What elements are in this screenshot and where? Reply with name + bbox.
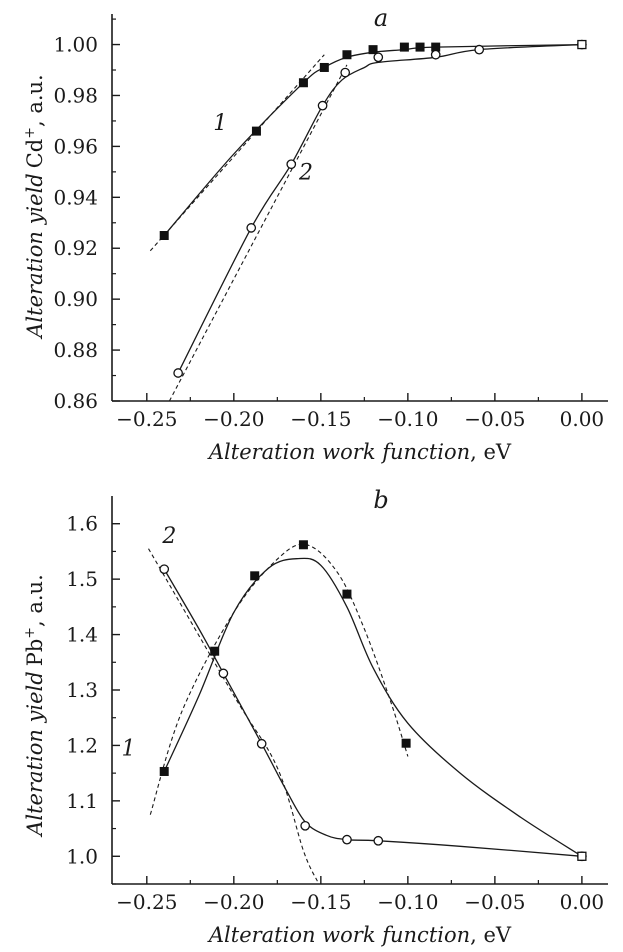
y-tick-label-b: 1.3 xyxy=(66,678,98,702)
panel-label-a: a xyxy=(374,4,388,32)
curve-series-2-b xyxy=(163,568,582,857)
x-tick-label-a: −0.20 xyxy=(203,407,264,431)
y-tick-label-a: 0.92 xyxy=(53,236,98,260)
y-axis-label-a-text: Alteration yield xyxy=(23,173,47,339)
data-point-series-1-a xyxy=(342,50,352,60)
x-tick-label-b: −0.20 xyxy=(203,890,264,914)
data-point-series-1-a xyxy=(399,42,409,52)
y-axis-label-b: Alteration yield Pb+, a.u. xyxy=(22,574,47,838)
y-axis-unit-b: , a.u. xyxy=(23,574,47,627)
y-tick-label-a: 0.86 xyxy=(53,389,98,413)
data-point-series-2-b xyxy=(159,564,170,575)
data-point-series-2-a xyxy=(430,49,441,60)
y-axis-label-b-text: Alteration yield xyxy=(23,671,47,837)
y-tick-label-b: 1.1 xyxy=(66,789,98,813)
y-tick-label-a: 0.98 xyxy=(53,83,98,107)
x-axis-label-a-text: Alteration work function xyxy=(207,440,470,464)
y-axis-unit-a: , a.u. xyxy=(23,74,47,127)
y-tick-label-a: 0.94 xyxy=(53,185,98,209)
data-point-series-2-a xyxy=(474,44,485,55)
chart-panel-a: a −0.25 −0.20 −0.15 −0.10 −0.05 0.00 0.86 0.88 0… xyxy=(22,4,608,464)
plot-content-b xyxy=(148,540,587,882)
fit-line-series-2-b xyxy=(148,548,318,882)
y-tick-label-b: 1.0 xyxy=(66,844,98,868)
data-point-series-1-a xyxy=(319,62,329,72)
series-label-2-a: 2 xyxy=(298,160,313,185)
x-axis-label-b: Alteration work function, eV xyxy=(207,923,512,947)
data-point-series-2-b xyxy=(342,834,352,845)
data-point-series-1-a xyxy=(159,231,169,241)
data-point-series-2-a xyxy=(173,368,183,378)
data-point-series-2-a xyxy=(286,159,297,170)
data-point-series-2-a xyxy=(373,52,384,63)
y-tick-label-a: 1.00 xyxy=(53,33,98,57)
fit-line-series-2-a xyxy=(168,64,348,401)
x-axis-label-b-text: Alteration work function xyxy=(207,923,470,947)
y-axis-ion-b: Pb xyxy=(23,639,47,667)
data-point-series-1-b xyxy=(210,646,220,656)
curve-series-1-a xyxy=(163,43,582,236)
data-point-series-2-b xyxy=(218,668,229,679)
series-label-2-b: 2 xyxy=(161,524,176,549)
y-tick-label-b: 1.2 xyxy=(66,733,98,757)
series-label-1-b: 1 xyxy=(122,736,136,761)
y-tick-label-a: 0.90 xyxy=(53,287,98,311)
x-tick-label-a: 0.00 xyxy=(560,407,605,431)
x-axis-unit-b: , eV xyxy=(470,923,512,947)
fit-line-series-1-b xyxy=(149,543,409,815)
panel-label-b: b xyxy=(373,486,388,514)
y-tick-label-b: 1.5 xyxy=(66,567,98,591)
x-tick-label-b: 0.00 xyxy=(560,890,605,914)
x-tick-label-b: −0.10 xyxy=(377,890,438,914)
data-point-series-1-a xyxy=(368,45,378,55)
y-axis-ion-a: Cd xyxy=(23,139,47,169)
data-point-series-1-b xyxy=(401,738,411,748)
y-axis-label-a: Alteration yield Cd+, a.u. xyxy=(22,74,47,339)
x-tick-label-b: −0.25 xyxy=(116,890,177,914)
data-point-series-1-b xyxy=(577,851,587,861)
data-point-series-2-b xyxy=(300,820,311,831)
series-label-1-a: 1 xyxy=(213,111,227,136)
data-point-series-1-a xyxy=(431,42,441,52)
data-point-series-1-a xyxy=(415,42,425,52)
x-tick-label-a: −0.25 xyxy=(116,407,177,431)
data-point-series-1-b xyxy=(342,589,352,599)
chart-panel-b: b −0.25 −0.20 −0.15 −0.10 −0.05 0.00 1.0 1.1 1.2… xyxy=(22,486,608,947)
y-tick-label-a: 0.96 xyxy=(53,134,98,158)
data-point-series-2-a xyxy=(246,223,257,233)
y-tick-label-b: 1.4 xyxy=(66,623,98,647)
data-point-series-1-b xyxy=(298,540,308,550)
data-point-series-2-b xyxy=(256,738,267,749)
x-tick-label-b: −0.05 xyxy=(464,890,525,914)
data-point-series-1-b xyxy=(159,766,169,776)
plot-area-b: −0.25 −0.20 −0.15 −0.10 −0.05 0.00 1.0 1.1 1.2 1.… xyxy=(66,496,608,914)
y-tick-label-a: 0.88 xyxy=(53,338,98,362)
curve-series-2-a xyxy=(177,43,582,374)
x-axis-unit-a: , eV xyxy=(470,440,512,464)
data-point-series-1-a xyxy=(577,39,587,50)
x-axis-label-a: Alteration work function, eV xyxy=(207,440,512,464)
data-point-series-2-a xyxy=(317,100,328,111)
data-point-series-1-a xyxy=(298,78,308,88)
y-axis-charge-b: + xyxy=(22,627,38,639)
plot-content-a xyxy=(149,39,587,401)
x-tick-label-a: −0.15 xyxy=(290,407,351,431)
y-axis-charge-a: + xyxy=(22,127,38,139)
y-tick-label-b: 1.6 xyxy=(66,512,98,536)
plot-area-a: −0.25 −0.20 −0.15 −0.10 −0.05 0.00 0.86 0.88 0.9… xyxy=(53,14,608,431)
data-point-series-1-a xyxy=(251,126,261,136)
curve-series-1-b xyxy=(163,557,583,857)
data-point-series-2-b xyxy=(373,835,384,846)
x-tick-label-a: −0.10 xyxy=(377,407,438,431)
x-tick-label-b: −0.15 xyxy=(290,890,351,914)
data-point-series-1-b xyxy=(250,571,260,581)
data-point-series-2-a xyxy=(340,67,351,78)
x-tick-label-a: −0.05 xyxy=(464,407,525,431)
